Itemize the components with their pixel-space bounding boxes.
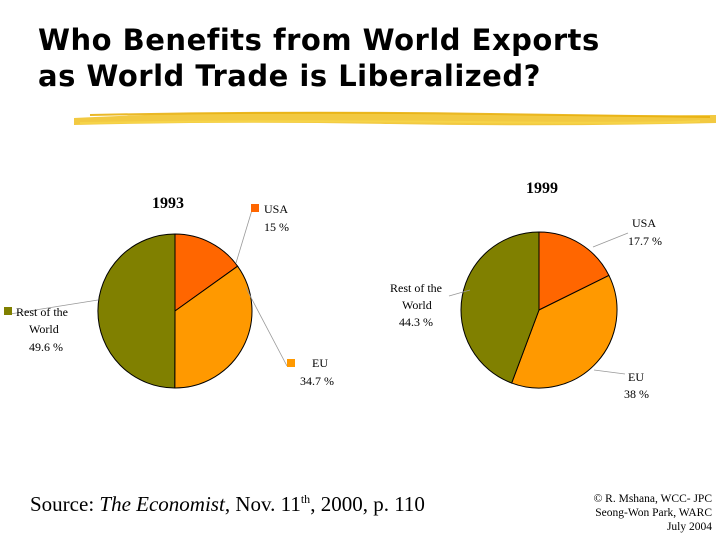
leader-line-1993-row [9,299,99,315]
credit-line-2: Seong-Won Park, WARC [595,507,712,519]
author-credit: © R. Mshana, WCC- JPC Seong-Won Park, WA… [594,492,712,534]
slide-title-line-1: Who Benefits from World Exports [38,23,600,57]
source-date: , Nov. 11 [224,492,301,516]
legend-1993-eu-value: 34.7 % [300,374,334,388]
pie-slice-1993-rest-of-world [97,233,176,389]
label-1999-row-name: Rest of the World [390,281,445,312]
legend-1993-usa-value: 15 % [264,220,289,234]
source-citation: Source: The Economist, Nov. 11th, 2000, … [30,492,425,517]
label-1999-eu-value: 38 % [624,387,649,401]
leader-line-1999-eu [593,369,626,375]
title-underline-brush [74,111,716,126]
legend-1993-row-value: 49.6 % [29,340,63,354]
pie-slice-1999-rest-of-world [460,231,540,384]
legend-1993-row-label-line-2: World [29,322,59,336]
pie-slice-1999-usa [538,231,610,311]
label-1999-eu-name: EU [628,370,644,384]
legend-1993-eu-label: EU [312,356,328,370]
pie-slice-1999-eu [511,274,618,389]
pie-slice-1993-eu [174,265,253,389]
source-prefix: Source: [30,492,100,516]
chart-1999-title: 1999 [526,180,558,197]
chart-1993-title: 1993 [152,195,184,212]
legend-1993-row-label-line-1: Rest of the [16,305,68,319]
legend-marker-usa [251,204,259,212]
leader-line-1993-usa [235,209,253,264]
credit-line-3: July 2004 [666,521,712,533]
leader-line-1999-row [448,289,471,297]
label-1999-usa-name: USA [632,216,656,230]
slide-title: Who Benefits from World Exports as World… [38,22,708,94]
source-year-page: , 2000, p. 110 [310,492,425,516]
slide-title-line-2: as World Trade is Liberalized? [38,59,541,93]
source-publication: The Economist [99,492,225,516]
label-1999-row-name-line-1: Rest of the [390,281,442,295]
leader-line-1993-eu [245,287,288,367]
pie-1999 [460,231,618,389]
leader-line-1999-usa [592,232,629,248]
legend-1993-usa-label: USA [264,202,288,216]
pie-1993 [97,233,253,389]
credit-line-1: © R. Mshana, WCC- JPC [593,493,712,505]
source-date-suffix: th [300,492,311,506]
label-1999-usa-value: 17.7 % [628,234,662,248]
pie-slice-1993-usa [174,233,239,312]
legend-marker-rest-of-world [4,307,12,315]
legend-1993-row-label: Rest of the World [16,305,71,336]
legend-marker-eu [287,359,295,367]
label-1999-row-name-line-2: World [402,298,432,312]
label-1999-row-value: 44.3 % [399,315,433,329]
